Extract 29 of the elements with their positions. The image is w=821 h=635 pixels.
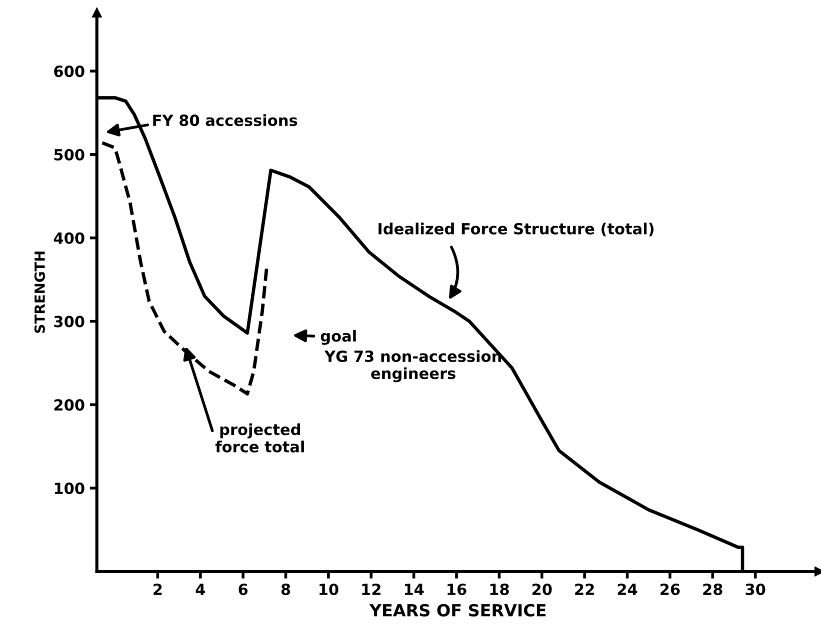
x-tick-label: 26 [660,584,680,596]
y-tick-label: 600 [54,66,84,78]
x-tick-label: 30 [746,584,766,596]
x-tick-label: 12 [362,584,380,595]
annotation: goal [320,330,356,345]
y-tick-label: 300 [54,316,84,328]
x-tick-label: 8 [281,584,290,596]
x-axis-title: YEARS OF SERVICE [369,604,546,617]
x-tick-label: 20 [532,584,552,596]
x-tick-label: 10 [320,584,338,596]
x-tick-label: 14 [404,584,424,595]
x-tick-label: 16 [448,584,466,596]
x-tick-label: 18 [490,584,509,596]
x-tick-label: 28 [703,584,722,596]
y-axis-title: STRENGTH [34,252,45,333]
x-tick-label: 6 [238,584,248,596]
annotation: projected force total [215,423,304,452]
annotation: FY 80 accessions [153,114,298,126]
y-tick-label: 100 [54,482,84,494]
x-tick-label: 22 [575,584,594,595]
x-tick-label: 2 [154,584,162,595]
x-tick-label: 24 [618,584,638,595]
annotation: YG 73 non-accession engineers [324,350,501,382]
line-series [100,141,268,396]
y-tick-label: 400 [54,232,84,244]
y-tick-label: 500 [54,148,84,161]
annotation: Idealized Force Structure (total) [378,222,654,236]
y-tick-label: 200 [54,399,84,411]
x-tick-label: 4 [196,584,206,595]
